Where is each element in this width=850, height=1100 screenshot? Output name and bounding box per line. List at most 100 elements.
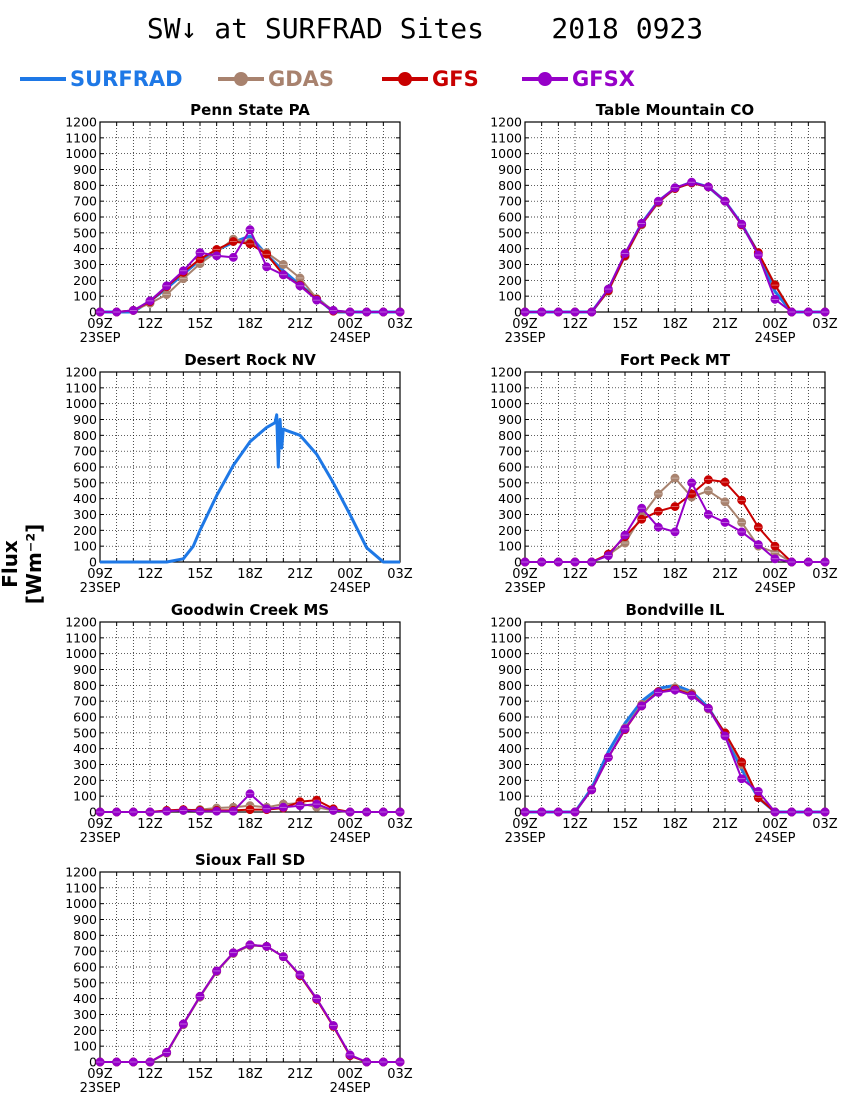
- y-tick-label: 700: [73, 194, 97, 209]
- chart-penn-state-pa: Penn State PA 010020030040050060070080090…: [65, 101, 413, 346]
- x-tick-label: 21Z: [287, 1067, 313, 1082]
- y-tick-label: 1000: [65, 646, 97, 661]
- y-tick-label: 800: [73, 178, 97, 193]
- y-tick-label: 100: [498, 789, 522, 804]
- y-tick-label: 1100: [65, 880, 97, 895]
- plot-frame: [99, 371, 401, 563]
- x-date-label: 24SEP: [330, 581, 371, 596]
- y-tick-label: 1100: [490, 130, 522, 145]
- plot-frame: [524, 621, 826, 813]
- y-tick-label: 0: [89, 805, 97, 820]
- y-tick-label: 100: [498, 289, 522, 304]
- y-tick-label: 300: [73, 507, 97, 522]
- y-tick-label: 200: [73, 273, 97, 288]
- y-tick-label: 1000: [490, 146, 522, 161]
- x-tick-label: 00Z: [762, 317, 788, 332]
- x-tick-label: 21Z: [287, 317, 313, 332]
- x-tick-label: 15Z: [612, 317, 638, 332]
- chart-goodwin-creek-ms: Goodwin Creek MS 010020030040050060070080…: [65, 601, 413, 846]
- chart-title: Penn State PA: [190, 101, 310, 119]
- x-date-label: 24SEP: [755, 581, 796, 596]
- chart-desert-rock-nv: Desert Rock NV 01002003004005006007008009…: [65, 351, 413, 596]
- series-line-gfs: [100, 240, 400, 313]
- legend: SURFRAD GDAS GFS GFSX: [18, 64, 838, 94]
- chart-title: Desert Rock NV: [184, 351, 316, 369]
- y-tick-label: 800: [73, 428, 97, 443]
- x-tick-label: 09Z: [87, 317, 113, 332]
- x-date-label: 23SEP: [505, 581, 546, 596]
- x-date-label: 24SEP: [755, 831, 796, 846]
- y-tick-label: 800: [73, 678, 97, 693]
- chart-title: Fort Peck MT: [620, 351, 731, 369]
- y-tick-label: 300: [73, 757, 97, 772]
- x-tick-label: 18Z: [237, 1067, 263, 1082]
- y-tick-label: 0: [89, 305, 97, 320]
- x-tick-label: 09Z: [87, 1067, 113, 1082]
- y-tick-label: 700: [498, 694, 522, 709]
- x-tick-label: 12Z: [562, 817, 588, 832]
- y-tick-label: 700: [73, 694, 97, 709]
- y-tick-label: 1000: [65, 396, 97, 411]
- y-tick-label: 700: [73, 944, 97, 959]
- x-tick-label: 03Z: [387, 317, 413, 332]
- chart-title: Sioux Fall SD: [195, 851, 305, 869]
- x-tick-label: 09Z: [512, 567, 538, 582]
- y-tick-label: 400: [73, 741, 97, 756]
- chart-title: Goodwin Creek MS: [171, 601, 329, 619]
- y-tick-label: 1000: [490, 396, 522, 411]
- y-tick-label: 400: [73, 491, 97, 506]
- y-tick-label: 1100: [65, 380, 97, 395]
- y-tick-label: 300: [73, 257, 97, 272]
- x-tick-label: 12Z: [562, 567, 588, 582]
- y-tick-label: 1200: [490, 365, 522, 380]
- y-tick-label: 600: [73, 710, 97, 725]
- y-tick-label: 400: [498, 741, 522, 756]
- y-tick-label: 900: [73, 162, 97, 177]
- x-tick-label: 00Z: [337, 317, 363, 332]
- y-tick-label: 400: [73, 991, 97, 1006]
- x-tick-label: 21Z: [712, 567, 738, 582]
- series-line-surfrad: [100, 413, 400, 564]
- x-tick-label: 12Z: [137, 317, 163, 332]
- x-tick-label: 03Z: [812, 567, 838, 582]
- y-tick-label: 1200: [65, 115, 97, 130]
- y-tick-label: 1000: [490, 646, 522, 661]
- x-tick-label: 18Z: [237, 817, 263, 832]
- x-tick-label: 18Z: [237, 567, 263, 582]
- x-tick-label: 15Z: [187, 567, 213, 582]
- x-tick-label: 21Z: [712, 317, 738, 332]
- y-tick-label: 0: [514, 305, 522, 320]
- x-tick-label: 03Z: [387, 567, 413, 582]
- plot-frame: [524, 371, 826, 563]
- y-tick-label: 500: [73, 225, 97, 240]
- series-line-gdas: [100, 944, 400, 1063]
- x-tick-label: 00Z: [762, 567, 788, 582]
- chart-fort-peck-mt: Fort Peck MT 0100200300400500600700800900…: [490, 351, 838, 596]
- y-tick-label: 900: [73, 412, 97, 427]
- x-tick-label: 09Z: [87, 817, 113, 832]
- x-tick-label: 15Z: [612, 567, 638, 582]
- x-tick-label: 21Z: [712, 817, 738, 832]
- legend-label-gfsx: GFSX: [572, 67, 635, 91]
- y-tick-label: 700: [73, 444, 97, 459]
- x-tick-label: 00Z: [762, 817, 788, 832]
- y-tick-label: 900: [498, 162, 522, 177]
- y-tick-label: 1200: [65, 865, 97, 880]
- legend-label-gdas: GDAS: [268, 67, 335, 91]
- y-tick-label: 600: [73, 210, 97, 225]
- x-tick-label: 03Z: [812, 817, 838, 832]
- x-tick-label: 21Z: [287, 817, 313, 832]
- x-tick-label: 21Z: [287, 567, 313, 582]
- x-date-label: 23SEP: [80, 1081, 121, 1096]
- y-tick-label: 600: [73, 460, 97, 475]
- y-tick-label: 700: [498, 444, 522, 459]
- x-tick-label: 18Z: [662, 567, 688, 582]
- legend-label-gfs: GFS: [432, 67, 479, 91]
- y-tick-label: 0: [514, 555, 522, 570]
- x-date-label: 24SEP: [330, 1081, 371, 1096]
- y-tick-label: 500: [498, 725, 522, 740]
- x-tick-label: 03Z: [387, 1067, 413, 1082]
- x-tick-label: 09Z: [512, 317, 538, 332]
- y-tick-label: 1200: [65, 615, 97, 630]
- y-tick-label: 1200: [65, 365, 97, 380]
